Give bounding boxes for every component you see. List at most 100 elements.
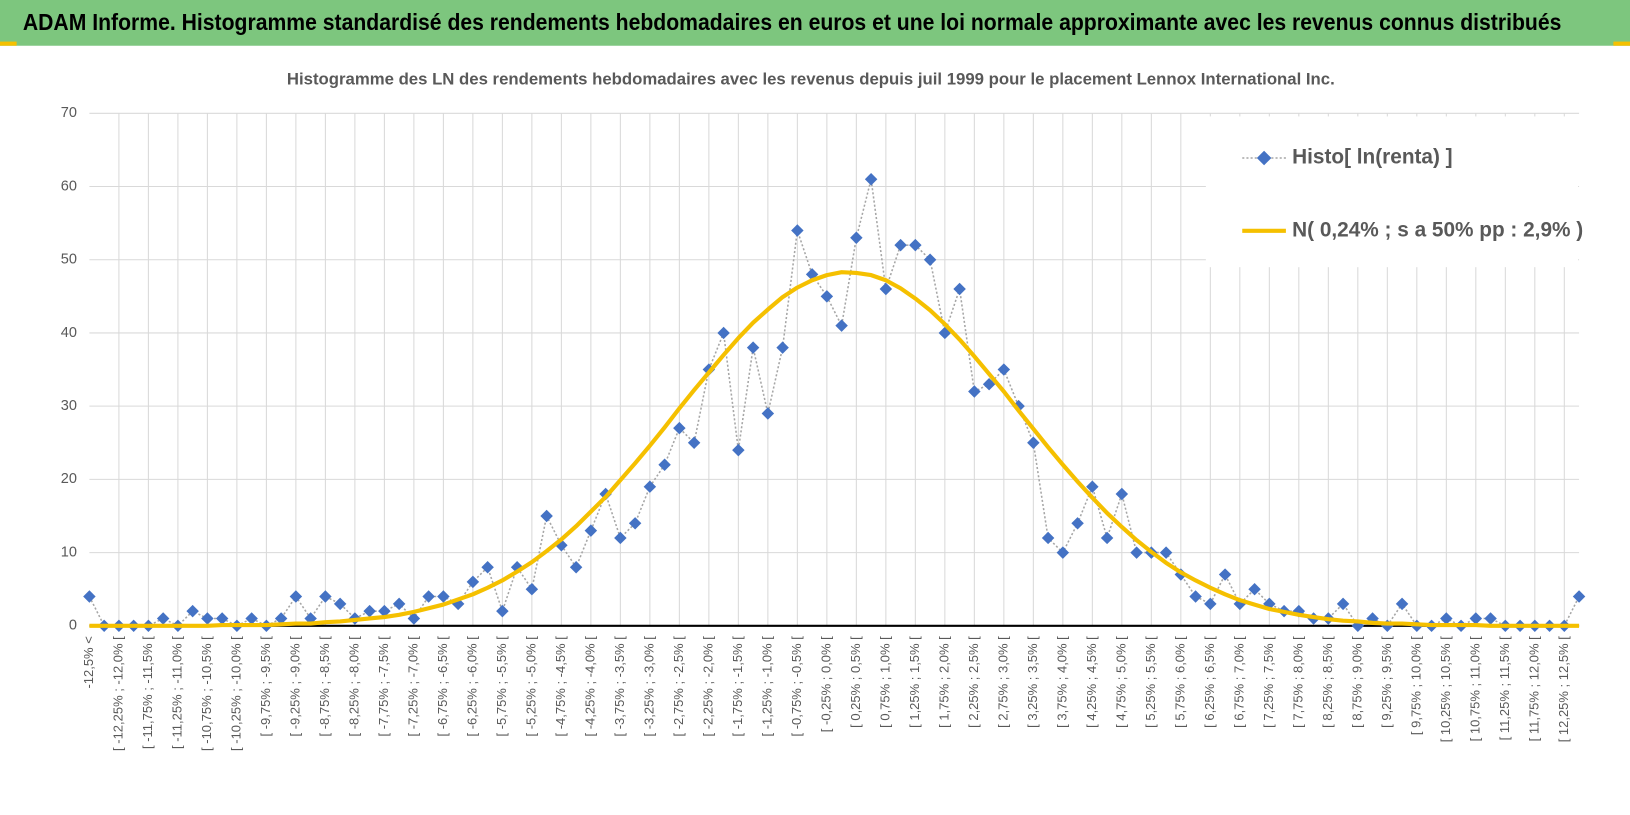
marker [215,612,229,625]
x-tick-label: -12,5% < [81,636,96,688]
x-tick-label: [ 6,75% ; 7,0% [ [1231,636,1246,728]
x-tick-label: [ 6,25% ; 6,5% [ [1202,636,1217,728]
y-tick-label: 60 [61,178,77,194]
x-tick-label: [ -2,75% ; -2,5% [ [671,636,686,737]
x-tick-label: [ 10,75% ; 11,0% [ [1467,636,1482,742]
x-tick-label: [ 1,25% ; 1,5% [ [907,636,922,728]
x-tick-label: [ -0,25% ; 0,0% [ [818,636,833,732]
legend-marker [1256,150,1272,166]
x-tick-label: [ -4,25% ; -4,0% [ [582,636,597,737]
y-tick-label: 0 [69,618,77,634]
marker [968,385,981,398]
x-tick-label: [ 0,75% ; 1,0% [ [877,636,892,728]
x-tick-label: [ 8,75% ; 9,0% [ [1349,636,1364,728]
x-tick-label: [ 4,25% ; 4,5% [ [1084,636,1099,728]
x-tick-label: [ 10,25% ; 10,5% [ [1438,636,1453,742]
x-tick-label: [ 11,25% ; 11,5% [ [1497,636,1512,741]
marker [909,238,922,252]
marker [850,231,863,245]
marker [274,612,288,625]
marker [1395,597,1409,611]
x-tick-label: [ 11,75% ; 12,0% [ [1526,636,1541,742]
marker [378,604,391,618]
header-accent [1613,41,1630,46]
marker [997,363,1011,376]
y-tick-label: 20 [61,471,77,487]
marker [1041,531,1055,545]
marker [1086,480,1099,493]
marker [673,421,686,435]
marker [1071,517,1084,530]
y-tick-label: 40 [61,325,77,341]
chart-title: Histogramme des LN des rendements hebdom… [287,69,1335,88]
x-tick-label: [ -7,75% ; -7,5% [ [376,636,391,737]
x-tick-label: [ -10,25% ; -10,0% [ [228,636,243,751]
x-tick-label: [ 12,25% ; 12,5% [ [1556,636,1571,742]
x-tick-label: [ 8,25% ; 8,5% [ [1320,636,1335,728]
marker [1440,612,1453,625]
x-tick-label: [ 2,25% ; 2,5% [ [966,636,981,728]
marker [407,612,421,625]
marker [392,597,406,611]
marker [658,458,671,471]
x-tick-label: [ -11,25% ; -11,0% [ [169,636,184,749]
series-line [89,270,1580,628]
x-tick-label: [ -4,75% ; -4,5% [ [553,636,568,737]
marker [186,604,199,618]
plot: 0 10 20 30 40 50 60 70 -12,5% < [ -12,25% ; -12,0… [61,105,1586,751]
marker [1484,612,1497,625]
marker [746,341,760,354]
x-tick-label: [ 3,25% ; 3,5% [ [1025,636,1040,728]
x-tick-label: [ -7,25% ; -7,0% [ [405,636,420,737]
x-tick-label: [ -11,75% ; -11,5% [ [140,636,155,749]
marker [982,377,996,391]
x-tick-label: [ 3,75% ; 4,0% [ [1054,636,1069,728]
legend-label: Histo[ ln(renta) ] [1292,145,1452,168]
x-tick-label: [ 4,75% ; 5,0% [ [1113,636,1128,728]
marker [1027,436,1040,450]
x-tick-label: [ -12,25% ; -12,0% [ [110,636,125,751]
x-tick-label: [ -0,75% ; -0,5% [ [789,636,804,737]
marker [643,480,657,493]
marker [363,604,376,618]
header-accent [0,41,17,46]
x-tick-label: [ 9,75% ; 10,0% [ [1408,636,1423,735]
marker [791,224,804,237]
marker [496,604,509,618]
marker [156,612,170,625]
marker [466,575,480,589]
legend-label: N( 0,24% ; s a 50% pp : 2,9% ) [1292,218,1583,241]
x-tick-label: [ -3,25% ; -3,0% [ [641,636,656,737]
marker [1115,487,1129,501]
x-tick-label: [ -6,25% ; -6,0% [ [464,636,479,737]
x-tick-label: [ -5,25% ; -5,0% [ [523,636,538,737]
marker [894,238,907,252]
legend [1205,116,1579,268]
x-tick-label: [ 5,75% ; 6,0% [ [1172,636,1187,728]
x-tick-label: [ -8,75% ; -8,5% [ [317,636,332,737]
marker [864,172,878,186]
x-tick-label: [ -6,75% ; -6,5% [ [435,636,450,737]
y-tick-label: 30 [61,398,77,414]
y-tick-label: 10 [61,544,77,560]
page-title: ADAM Informe. Histogramme standardisé de… [23,9,1562,35]
x-tick-label: [ -1,25% ; -1,0% [ [759,636,774,737]
y-tick-label: 50 [61,252,77,268]
marker [1469,612,1483,625]
marker [1130,546,1143,559]
marker [761,407,775,420]
x-tick-label: [ 1,75% ; 2,0% [ [936,636,951,728]
x-tick-label: [ 7,25% ; 7,5% [ [1261,636,1276,728]
x-tick-label: [ -9,25% ; -9,0% [ [287,636,302,737]
x-tick-label: [ 2,75% ; 3,0% [ [995,636,1010,728]
x-tick-label: [ -1,75% ; -1,5% [ [730,636,745,737]
x-tick-label: [ -5,75% ; -5,5% [ [494,636,509,737]
x-tick-label: [ -9,75% ; -9,5% [ [258,636,273,737]
marker [687,436,701,450]
marker [245,612,258,625]
marker [1056,546,1070,559]
marker [776,341,789,354]
marker [333,597,347,611]
marker [1336,597,1350,611]
x-tick-label: [ 7,75% ; 8,0% [ [1290,636,1305,728]
